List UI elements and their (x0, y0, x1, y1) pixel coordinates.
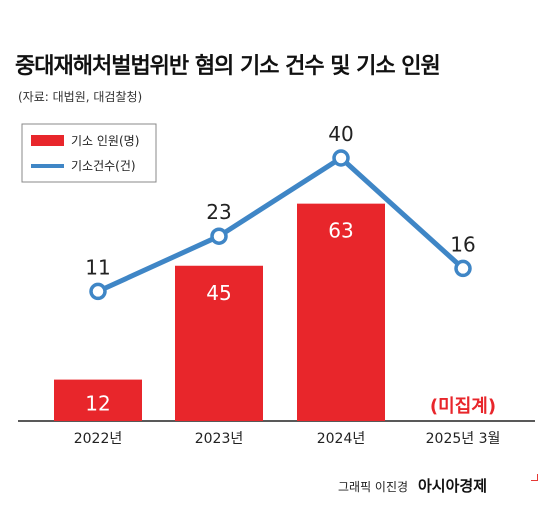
brand-mark-icon (531, 474, 538, 481)
bar-0 (54, 379, 142, 421)
brand-logo-text: 아시아경제 (418, 477, 488, 495)
x-tick-label-2: 2024년 (317, 431, 366, 447)
annotation-0: (미집계) (430, 396, 496, 417)
legend-label-line: 기소건수(건) (71, 159, 136, 173)
bar-label-2: 63 (328, 219, 353, 243)
line-label-3: 16 (450, 232, 475, 256)
bar-label-0: 12 (85, 392, 110, 416)
x-tick-label-3: 2025년 3월 (426, 431, 501, 447)
line-point-3 (454, 259, 472, 278)
line-label-2: 40 (328, 122, 353, 146)
chart-source: (자료: 대법원, 대검찰청) (18, 90, 143, 104)
legend-box (21, 123, 157, 183)
chart-title: 중대재해처벌법위반 혐의 기소 건수 및 기소 인원 (15, 54, 441, 79)
line-point-1 (210, 227, 228, 245)
line-point-0 (89, 282, 107, 301)
bar-1 (175, 265, 263, 421)
legend-label-bar: 기소 인원(명) (71, 134, 139, 148)
bar-label-1: 45 (206, 281, 231, 305)
line-series-cases (96, 155, 465, 294)
x-tick-label-1: 2023년 (195, 431, 244, 447)
legend-swatch-bar (31, 135, 64, 146)
line-label-1: 23 (206, 200, 231, 224)
bar-2 (297, 203, 385, 421)
line-label-0: 11 (85, 255, 110, 279)
x-tick-label-0: 2022년 (74, 431, 123, 447)
graphic-credit: 그래픽 이진경 (338, 480, 409, 494)
line-point-2 (332, 149, 350, 167)
